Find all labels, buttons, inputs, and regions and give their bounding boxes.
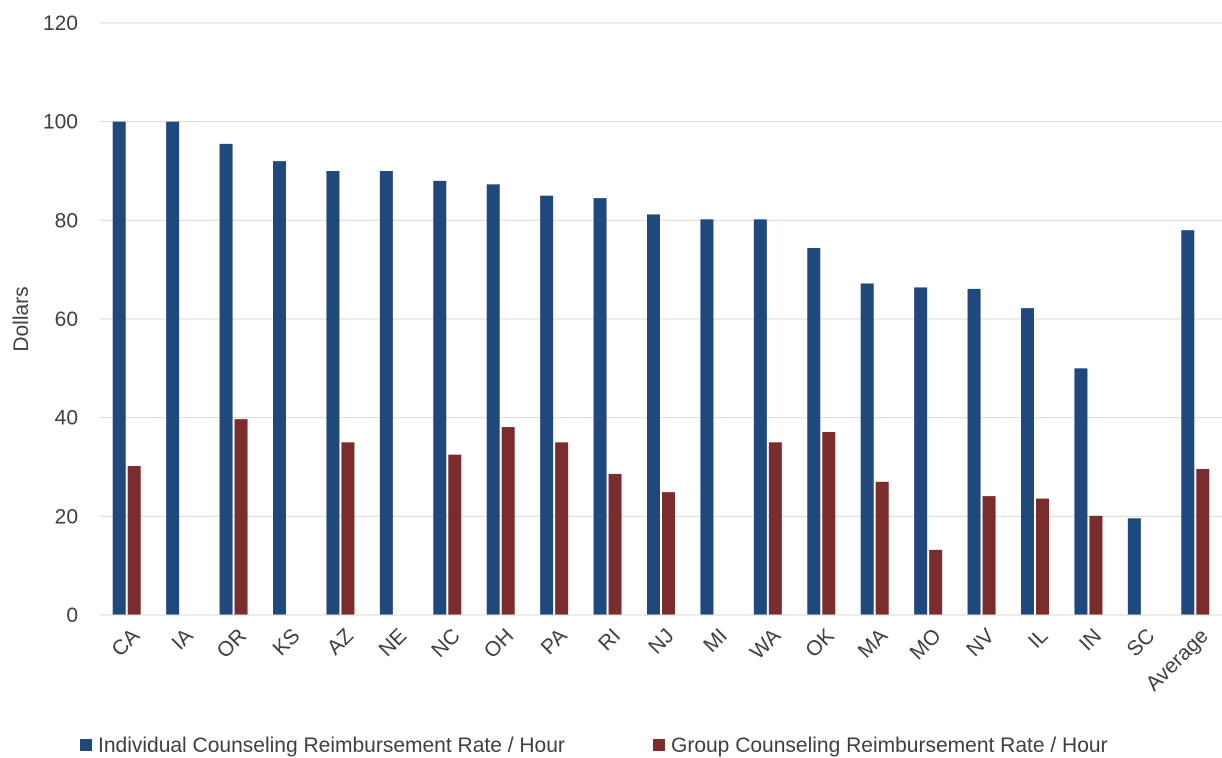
bar-individual-ca: [112, 121, 126, 616]
y-tick-label: 40: [55, 407, 78, 430]
x-tick-label: OH: [480, 624, 519, 663]
bar-individual-nc: [433, 180, 447, 615]
x-tick-label: KS: [268, 624, 304, 660]
x-tick-label: CA: [107, 624, 144, 661]
x-axis-tick-labels: CA IA OR KS AZ NE NC OH PA RI NJ MI WA OK MA MO NV IL IN SC…: [107, 624, 1212, 695]
gridlines: [100, 22, 1222, 517]
y-tick-label: 80: [55, 209, 78, 232]
legend-label-group: Group Counseling Reimbursement Rate / Ho…: [671, 734, 1108, 757]
bar-group-pa: [555, 442, 569, 615]
bar-group-wa: [768, 442, 782, 615]
x-tick-label: WA: [746, 624, 786, 664]
bar-group-ca: [127, 466, 141, 615]
y-axis-label: Dollars: [10, 286, 33, 351]
bar-group-ma: [875, 481, 889, 615]
bar-group-ok: [822, 431, 836, 615]
bar-individual-mi: [700, 219, 714, 615]
bar-individual-wa: [753, 219, 767, 615]
x-tick-label: SC: [1122, 624, 1159, 661]
x-tick-label: MA: [854, 624, 893, 663]
x-tick-label: NV: [962, 624, 999, 661]
x-tick-label: OK: [801, 624, 839, 662]
bar-individual-pa: [540, 195, 554, 615]
bar-group-average: [1196, 468, 1210, 615]
bar-individual-nj: [647, 214, 660, 615]
bar-individual-or: [219, 143, 233, 615]
x-tick-label: IA: [167, 624, 197, 654]
legend-swatch-individual: [80, 739, 92, 751]
bar-group-ri: [608, 473, 622, 615]
y-tick-label: 100: [43, 111, 78, 134]
bar-individual-ks: [273, 161, 286, 615]
legend-label-individual: Individual Counseling Reimbursement Rate…: [98, 734, 565, 757]
bars: [112, 121, 1210, 616]
x-tick-label: NJ: [644, 624, 678, 658]
bar-individual-il: [1021, 308, 1034, 615]
bar-individual-ri: [593, 198, 607, 615]
bar-individual-ia: [166, 121, 180, 616]
bar-group-nc: [448, 454, 462, 615]
x-tick-label: AZ: [323, 624, 358, 659]
y-tick-label: 60: [55, 308, 78, 331]
x-tick-label: NE: [374, 624, 411, 661]
bar-group-in: [1089, 515, 1103, 615]
bar-individual-ne: [379, 171, 393, 615]
x-tick-label: MI: [699, 624, 732, 657]
bar-individual-oh: [486, 184, 500, 615]
bar-group-mo: [929, 549, 943, 615]
bar-individual-sc: [1127, 518, 1141, 615]
bar-group-oh: [501, 427, 515, 615]
bar-individual-ma: [860, 283, 874, 615]
bar-individual-az: [326, 171, 340, 615]
x-tick-label: IN: [1075, 624, 1106, 655]
bar-group-nv: [982, 496, 996, 615]
x-tick-label: PA: [537, 624, 572, 659]
x-tick-label: OR: [213, 624, 252, 663]
bar-group-nj: [662, 492, 675, 615]
bar-group-az: [341, 442, 355, 615]
bar-individual-ok: [807, 247, 821, 615]
bar-group-or: [234, 419, 248, 615]
bar-individual-in: [1074, 368, 1088, 615]
x-tick-label: NC: [427, 624, 465, 662]
y-tick-label: 120: [43, 12, 78, 35]
bar-individual-nv: [967, 288, 981, 615]
x-tick-label: IL: [1024, 624, 1053, 653]
y-tick-label: 0: [66, 604, 78, 627]
bar-group-il: [1036, 498, 1049, 615]
x-tick-label: MO: [905, 624, 945, 664]
bar-individual-average: [1181, 230, 1195, 615]
bar-individual-mo: [914, 287, 928, 615]
y-axis-tick-labels: 0 20 40 60 80 100 120: [43, 12, 78, 627]
legend: Individual Counseling Reimbursement Rate…: [80, 734, 1108, 757]
x-tick-label: RI: [594, 624, 625, 655]
y-tick-label: 20: [55, 505, 78, 528]
legend-swatch-group: [653, 739, 665, 751]
